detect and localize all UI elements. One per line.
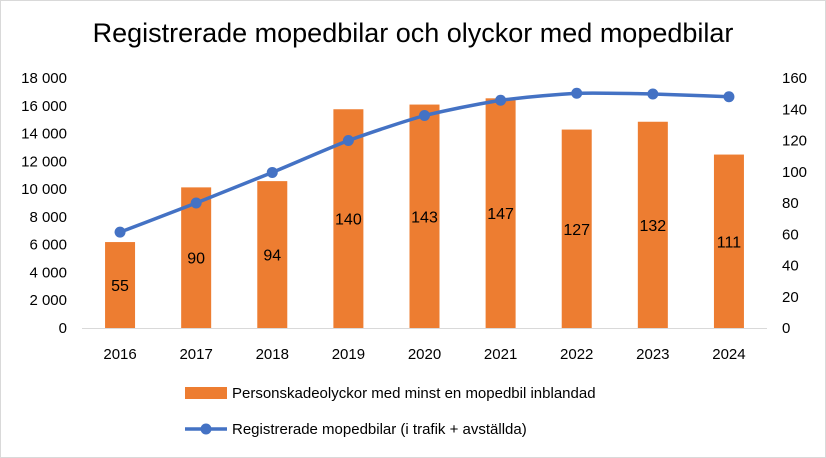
y-left-tick-label: 12 000 bbox=[21, 153, 67, 170]
bar-data-label: 94 bbox=[263, 248, 281, 265]
bar-data-label: 147 bbox=[487, 206, 514, 223]
x-tick-label: 2019 bbox=[332, 346, 365, 363]
y-left-tick-label: 8 000 bbox=[29, 209, 67, 226]
bar-data-label: 55 bbox=[111, 278, 129, 295]
line-point bbox=[723, 91, 735, 103]
x-tick-label: 2022 bbox=[560, 346, 593, 363]
y-left-tick-label: 16 000 bbox=[21, 98, 67, 115]
bar-data-label: 111 bbox=[717, 234, 741, 251]
x-tick-label: 2017 bbox=[179, 346, 212, 363]
line-point bbox=[266, 166, 278, 178]
line-point bbox=[647, 88, 659, 100]
bar bbox=[637, 121, 668, 328]
y-right-tick-label: 40 bbox=[782, 258, 799, 275]
line-point bbox=[419, 110, 430, 121]
legend-line-label: Registrerade mopedbilar (i trafik + avst… bbox=[232, 421, 527, 438]
y-right-tick-label: 20 bbox=[782, 289, 799, 306]
line-point bbox=[190, 197, 202, 209]
bar-data-label: 143 bbox=[411, 209, 438, 226]
y-left-tick-label: 6 000 bbox=[29, 237, 67, 254]
line-point bbox=[342, 135, 354, 146]
bar-data-label: 127 bbox=[563, 222, 590, 239]
bar bbox=[409, 104, 440, 328]
y-left-tick-label: 0 bbox=[59, 320, 67, 337]
y-left-tick-label: 18 000 bbox=[21, 70, 67, 87]
x-tick-label: 2023 bbox=[636, 346, 669, 363]
bar-data-label: 90 bbox=[187, 251, 205, 268]
y-right-tick-label: 0 bbox=[782, 320, 790, 337]
x-tick-label: 2016 bbox=[103, 346, 136, 363]
bar bbox=[105, 242, 136, 328]
x-tick-label: 2024 bbox=[712, 346, 745, 363]
x-tick-label: 2020 bbox=[408, 346, 441, 363]
chart-title: Registrerade mopedbilar och olyckor med … bbox=[92, 18, 734, 48]
legend-line-marker bbox=[200, 423, 212, 435]
y-left-tick-label: 2 000 bbox=[29, 292, 67, 309]
y-left-tick-label: 10 000 bbox=[21, 181, 67, 198]
legend-bar-label: Personskadeolyckor med minst en mopedbil… bbox=[232, 385, 596, 402]
y-left-tick-label: 4 000 bbox=[29, 264, 67, 281]
line-point bbox=[114, 226, 126, 238]
y-right-tick-label: 120 bbox=[782, 133, 807, 150]
x-tick-label: 2021 bbox=[484, 346, 517, 363]
bar-data-label: 132 bbox=[639, 218, 666, 235]
bar-data-label: 140 bbox=[335, 212, 362, 229]
bar bbox=[713, 154, 744, 328]
legend-bar-swatch bbox=[185, 387, 227, 399]
y-right-tick-label: 100 bbox=[782, 164, 807, 181]
y-right-tick-label: 140 bbox=[782, 101, 807, 118]
x-tick-label: 2018 bbox=[256, 346, 289, 363]
line-point bbox=[571, 87, 583, 99]
y-right-tick-label: 160 bbox=[782, 70, 807, 87]
line-point bbox=[495, 94, 507, 106]
y-right-tick-label: 60 bbox=[782, 226, 799, 243]
bar bbox=[561, 129, 592, 328]
y-left-tick-label: 14 000 bbox=[21, 126, 67, 143]
bar bbox=[181, 187, 212, 328]
bar bbox=[485, 98, 516, 328]
y-right-tick-label: 80 bbox=[782, 195, 799, 212]
bar bbox=[257, 181, 288, 328]
